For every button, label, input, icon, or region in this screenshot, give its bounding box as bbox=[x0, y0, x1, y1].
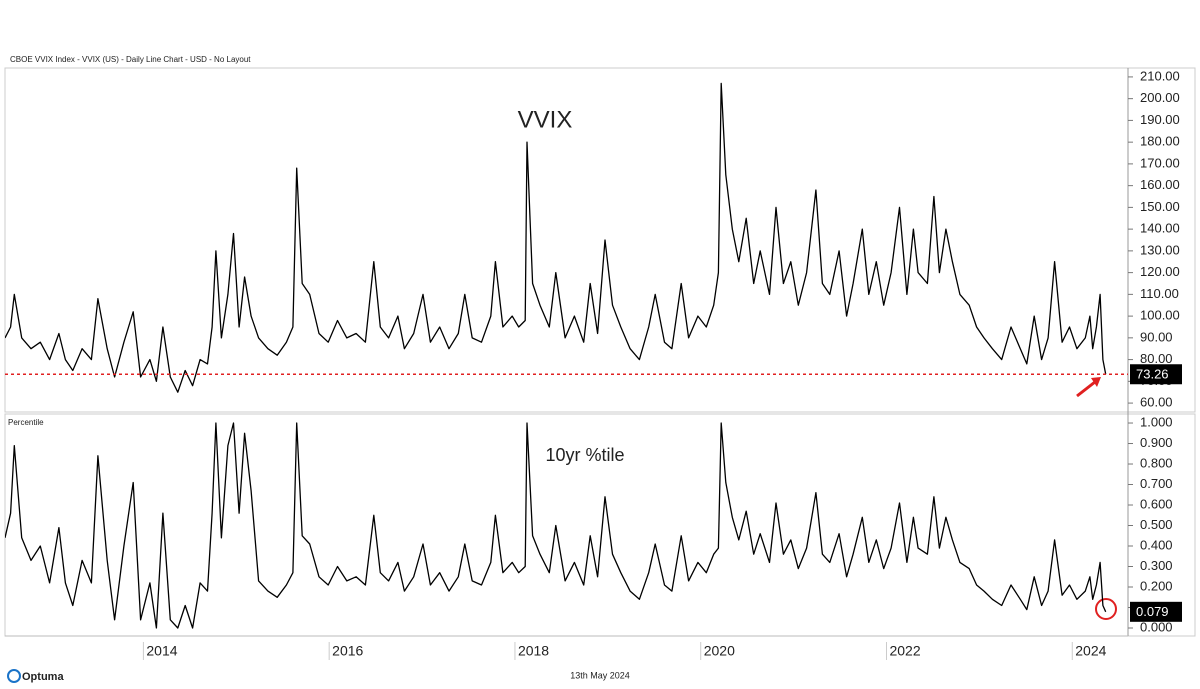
value-box bbox=[1130, 601, 1182, 622]
highlight-circle bbox=[1095, 598, 1117, 620]
x-tick-label: 2016 bbox=[332, 643, 363, 659]
y-tick-label: 0.800 bbox=[1140, 455, 1173, 470]
y-tick-label: 210.00 bbox=[1140, 68, 1180, 83]
y-tick-label: 0.700 bbox=[1140, 476, 1173, 491]
y-tick-label: 100.00 bbox=[1140, 308, 1180, 323]
y-tick-label: 130.00 bbox=[1140, 242, 1180, 257]
value-box-label: 73.26 bbox=[1136, 367, 1169, 382]
y-tick-label: 110.00 bbox=[1140, 286, 1179, 301]
y-tick-label: 0.200 bbox=[1140, 578, 1173, 593]
y-tick-label: 0.900 bbox=[1140, 435, 1173, 450]
x-tick-label: 2020 bbox=[704, 643, 735, 659]
y-tick-label: 120.00 bbox=[1140, 264, 1180, 279]
annotation: 10yr %tile bbox=[545, 445, 624, 465]
x-tick-label: 2024 bbox=[1075, 643, 1106, 659]
y-tick-label: 190.00 bbox=[1140, 112, 1180, 127]
logo: Optuma bbox=[22, 671, 64, 683]
y-tick-label: 0.000 bbox=[1140, 619, 1173, 634]
y-tick-label: 170.00 bbox=[1140, 155, 1180, 170]
y-tick-label: 90.00 bbox=[1140, 329, 1173, 344]
y-tick-label: 0.300 bbox=[1140, 558, 1173, 573]
y-tick-label: 200.00 bbox=[1140, 90, 1180, 105]
y-tick-label: 140.00 bbox=[1140, 221, 1180, 236]
y-tick-label: 150.00 bbox=[1140, 199, 1180, 214]
value-box bbox=[1130, 364, 1182, 385]
arrow-head bbox=[1091, 377, 1101, 387]
plot-area bbox=[5, 82, 1107, 393]
y-tick-label: 1.000 bbox=[1140, 414, 1173, 429]
y-tick-label: 0.500 bbox=[1140, 517, 1173, 532]
y-tick-label: 160.00 bbox=[1140, 177, 1180, 192]
annotation: VVIX bbox=[518, 106, 573, 133]
x-tick-label: 2018 bbox=[518, 643, 549, 659]
x-tick-label: 2014 bbox=[146, 643, 177, 659]
panel-frame bbox=[4, 67, 1196, 413]
plot-area bbox=[5, 422, 1107, 629]
y-tick-label: 0.600 bbox=[1140, 496, 1173, 511]
y-tick-label: 180.00 bbox=[1140, 134, 1180, 149]
y-tick-label: 80.00 bbox=[1140, 351, 1173, 366]
logo-icon bbox=[7, 669, 21, 683]
value-box-label: 0.079 bbox=[1136, 604, 1169, 619]
y-tick-label: 0.400 bbox=[1140, 537, 1173, 552]
chart-title: CBOE VVIX Index - VVIX (US) - Daily Line… bbox=[10, 55, 251, 64]
y-tick-label: 60.00 bbox=[1140, 395, 1173, 410]
line bbox=[5, 82, 1107, 393]
x-tick-label: 2022 bbox=[889, 643, 920, 659]
line bbox=[5, 422, 1107, 629]
arrow bbox=[1076, 380, 1096, 398]
panel-title: Percentile bbox=[8, 418, 44, 427]
footer-date: 13th May 2024 bbox=[570, 670, 630, 680]
